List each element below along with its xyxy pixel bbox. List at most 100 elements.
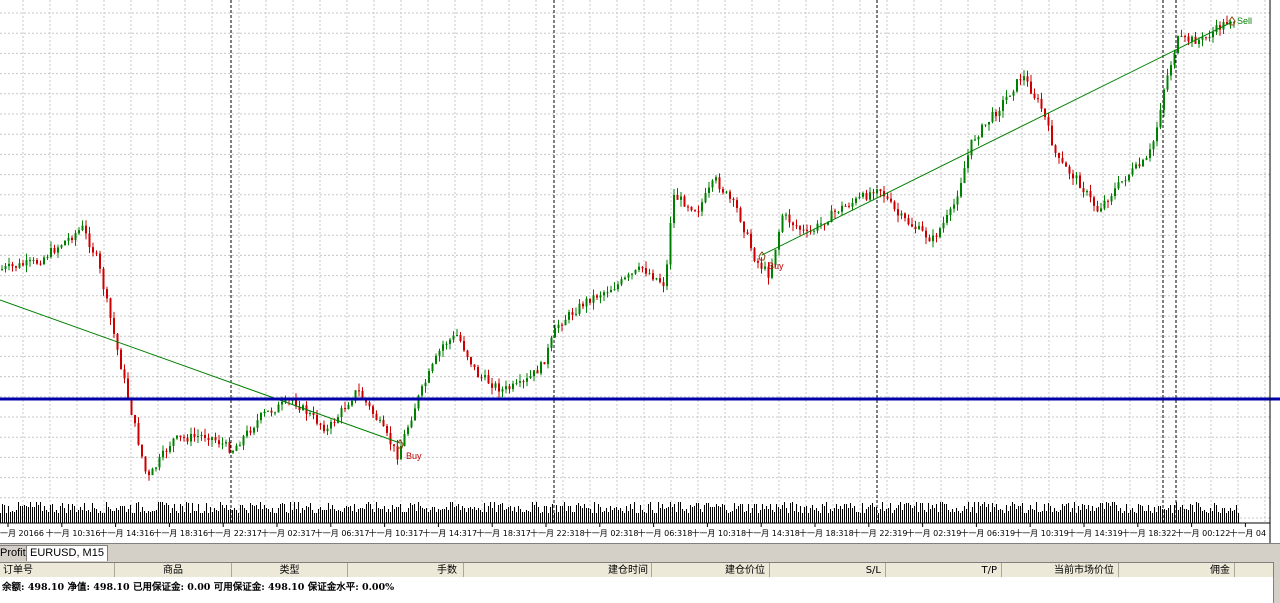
col-tp[interactable]: T/P [886,563,1002,578]
x-tick-label: 十一月 06:318 [638,528,693,538]
x-tick-label: 十一月 06:319 [960,528,1015,538]
candle-body [732,198,735,201]
candle-body [1177,36,1179,54]
trade-marker-icon [1228,16,1236,26]
candle-body [1212,31,1214,38]
candle-body [963,168,966,184]
candle-body [1163,89,1165,110]
candle-body [351,400,353,406]
candle-body [113,317,115,334]
candle-body [218,440,220,445]
candle-body [1184,35,1186,37]
x-tick-label: 十一月 14:318 [745,528,800,538]
candle-body [683,196,686,207]
x-tick-label: 十一月 02:319 [907,528,962,538]
col-open-time[interactable]: 建仓时间 [464,563,652,578]
candle-body [603,292,605,296]
candle-body [862,192,864,197]
candle-body [239,445,241,447]
candle-body [1089,191,1092,198]
col-open-price[interactable]: 建仓价位 [652,563,770,578]
candle-body [1054,145,1057,154]
candle-body [333,421,336,423]
candle-body [939,228,941,237]
candle-body [991,111,994,122]
col-order[interactable]: 订单号 [0,563,115,578]
candle-body [876,189,878,194]
candle-body [928,237,931,242]
candle-body [186,437,189,442]
candle-body [361,390,364,399]
x-tick-label: 十一月 02:318 [584,528,639,538]
candle-body [277,404,280,413]
candle-body [715,177,717,181]
candle-body [435,355,437,364]
candle-body [1019,79,1022,81]
candle-body [1180,35,1183,37]
candle-body [151,468,154,476]
x-tick-label: 十一月 18:317 [476,528,531,538]
candle-body [953,204,955,209]
candle-body [414,408,416,421]
candle-body [53,248,56,253]
col-volume[interactable]: 手数 [348,563,464,578]
candle-body [281,401,283,405]
candle-body [347,405,350,409]
tab-eurusd-m15[interactable]: EURUSD, M15 [26,545,108,561]
col-type[interactable]: 类型 [232,563,348,578]
candle-body [844,205,847,207]
candle-body [1208,37,1211,39]
candle-body [561,324,563,326]
candle-body [29,260,31,262]
x-tick-label: 十一月 04 [1229,528,1266,538]
candle-body [354,390,357,401]
candle-body [771,265,773,278]
candle-body [141,444,143,457]
candle-body [841,205,843,212]
candle-body [764,266,766,269]
candle-body [1051,125,1053,146]
terminal-scrollbar[interactable] [1273,562,1280,603]
candle-body [316,414,318,424]
candle-body [1131,168,1134,175]
candle-body [162,450,164,458]
candle-body [533,370,535,377]
trade-marker-icon [396,439,404,449]
candle-body [575,313,577,315]
candle-body [88,233,91,248]
candle-body [582,303,584,307]
candle-body [67,237,70,241]
candle-body [1005,96,1008,101]
candle-body [25,260,28,266]
candle-body [407,427,409,435]
candle-body [127,378,129,399]
col-sl[interactable]: S/L [770,563,886,578]
candle-body [645,268,647,274]
candle-body [428,371,430,383]
candle-body [358,390,360,392]
candle-body [211,437,213,441]
x-tick-label: 十一月 02:317 [261,528,316,538]
col-symbol[interactable]: 商品 [115,563,232,578]
candle-body [1233,22,1235,24]
candle-body [900,213,903,216]
candle-body [848,205,850,207]
col-market-price[interactable]: 当前市场价位 [1002,563,1119,578]
trade-label: Sell [1237,16,1252,26]
candle-body [256,420,259,428]
candle-body [295,399,297,407]
candle-body [904,213,906,219]
col-commission[interactable]: 佣金 [1119,563,1235,578]
candle-body [1065,162,1067,167]
trade-label: Buy [768,261,784,271]
tab-profit[interactable]: Profit [0,545,30,561]
candle-body [232,451,234,453]
candle-body [736,200,738,209]
candle-body [1114,188,1116,197]
candle-body [1156,127,1158,142]
candle-body [137,423,140,445]
candle-body [1030,81,1032,94]
x-tick-label: 十一月 14:319 [1068,528,1123,538]
